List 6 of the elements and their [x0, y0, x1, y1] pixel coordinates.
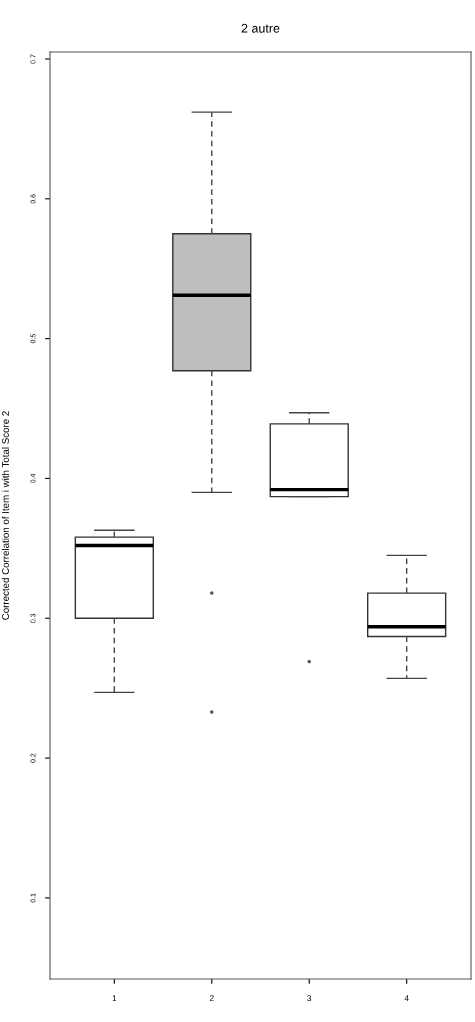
x-tick-label: 4 [404, 995, 409, 1002]
chart-title: 2 autre [241, 23, 280, 33]
x-tick-label: 1 [112, 995, 117, 1002]
x-tick-label: 3 [307, 995, 312, 1002]
y-axis-title: Corrected Correlation of Item i with Total Score 2 [1, 411, 9, 620]
x-tick-label: 2 [209, 995, 214, 1002]
